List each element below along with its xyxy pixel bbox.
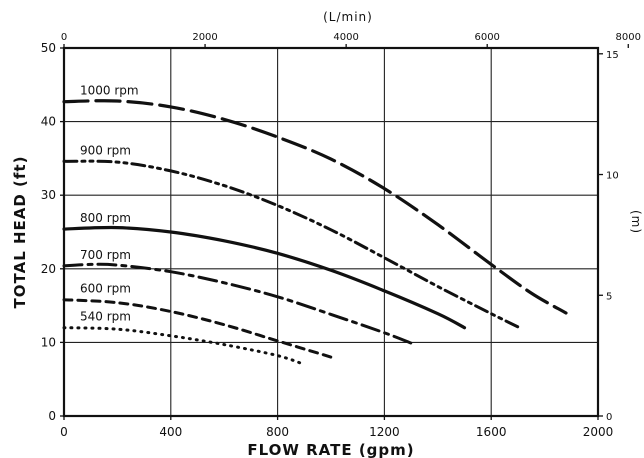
y-axis-title: TOTAL HEAD (ft) — [11, 156, 29, 309]
series-label-background — [78, 83, 141, 98]
x-tick-label: 400 — [159, 425, 182, 439]
series-line-1000-rpm — [62, 99, 568, 315]
x2-tick-label: 2000 — [192, 32, 217, 43]
x2-tick-label: 0 — [61, 32, 67, 43]
y2-tick-label: 0 — [606, 412, 612, 423]
series-line-600-rpm — [62, 298, 333, 359]
right-axis-title: (m) — [629, 210, 643, 234]
y2-tick-label: 15 — [606, 50, 619, 61]
series-line-800-rpm — [62, 225, 467, 330]
x2-tick-label: 8000 — [616, 32, 641, 43]
y-tick-label: 10 — [41, 335, 56, 349]
plot-frame — [62, 46, 600, 418]
y-tick-label: 20 — [41, 262, 56, 276]
x-axis-title: FLOW RATE (gpm) — [247, 441, 414, 458]
series-label-background — [78, 309, 133, 324]
series-label-600-rpm: 600 rpm — [80, 282, 131, 296]
series-label-background — [78, 281, 133, 296]
x-tick-label: 1600 — [476, 425, 507, 439]
series-label-background — [78, 247, 133, 262]
series-label-540-rpm: 540 rpm — [80, 310, 131, 324]
series-labels: 1000 rpm 900 rpm 800 rpm 700 rpm 600 rpm 540 … — [78, 83, 141, 324]
x-tick-label: 0 — [60, 425, 68, 439]
series-line-700-rpm — [62, 262, 413, 345]
series-line-900-rpm — [62, 159, 520, 329]
y-tick-label: 50 — [41, 41, 56, 55]
axes — [62, 46, 600, 418]
top-axis-title: (L/min) — [323, 10, 373, 24]
series-label-background — [78, 143, 133, 158]
x-tick-label: 1200 — [369, 425, 400, 439]
y-tick-label: 30 — [41, 188, 56, 202]
y-tick-label: 0 — [48, 409, 56, 423]
series-label-700-rpm: 700 rpm — [80, 248, 131, 262]
x-tick-label: 800 — [266, 425, 289, 439]
series-label-800-rpm: 800 rpm — [80, 211, 131, 225]
series-label-background — [78, 211, 133, 226]
y2-tick-label: 5 — [606, 291, 612, 302]
series-label-1000-rpm: 1000 rpm — [80, 84, 139, 98]
series-label-900-rpm: 900 rpm — [80, 143, 131, 157]
series-line-540-rpm — [62, 326, 306, 366]
series-lines — [62, 99, 568, 366]
y2-tick-label: 10 — [606, 171, 619, 182]
x2-tick-label: 4000 — [333, 32, 358, 43]
x-tick-label: 2000 — [583, 425, 614, 439]
x2-tick-label: 6000 — [474, 32, 499, 43]
y-tick-label: 40 — [41, 115, 56, 129]
